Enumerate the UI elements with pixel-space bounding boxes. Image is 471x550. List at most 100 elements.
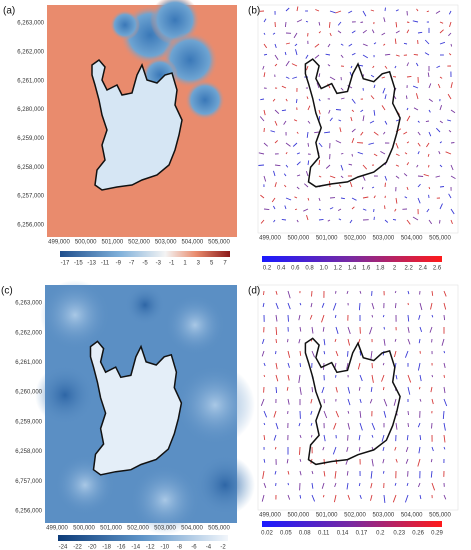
vector-arrow — [380, 151, 386, 155]
vector-arrow — [431, 290, 434, 296]
vector-arrow — [362, 196, 369, 199]
vector-arrow — [358, 64, 364, 67]
vector-arrow — [285, 164, 289, 168]
vector-arrow — [441, 338, 445, 346]
vector-arrow — [370, 482, 373, 489]
colorbar-tick-label: -14 — [131, 545, 140, 550]
colorbar-tick-label: -9 — [116, 261, 122, 267]
vector-arrow — [335, 326, 339, 335]
vector-arrow — [395, 9, 399, 12]
vector-arrow — [404, 152, 408, 155]
vector-arrow — [394, 65, 397, 69]
x-tick-label: 504,000 — [401, 513, 423, 519]
vector-arrow — [263, 434, 266, 441]
vector-arrow — [314, 131, 320, 134]
vector-arrow — [448, 130, 452, 133]
vector-arrow — [287, 350, 291, 358]
vector-arrow — [370, 9, 375, 12]
vector-arrow — [407, 314, 410, 322]
vector-arrow — [357, 151, 364, 155]
colorbar-tick-label: 0.4 — [277, 266, 286, 272]
vector-arrow — [447, 119, 452, 122]
colorbar-tick-label: -4 — [206, 545, 212, 550]
vector-arrow — [358, 386, 361, 391]
vector-arrow — [362, 10, 367, 17]
vector-arrow — [273, 170, 276, 177]
vector-arrow — [287, 314, 289, 322]
vector-arrow — [373, 131, 379, 136]
vector-arrow — [271, 197, 276, 203]
vector-arrow — [311, 386, 314, 393]
vector-arrow — [285, 142, 291, 147]
vector-arrow — [442, 410, 445, 420]
vector-arrow — [360, 109, 364, 113]
vector-arrow — [329, 175, 336, 179]
vector-arrow — [298, 422, 301, 427]
vector-arrow — [260, 398, 265, 406]
vector-arrow — [393, 398, 397, 406]
vector-arrow — [382, 87, 386, 94]
vector-arrow — [417, 422, 421, 428]
vector-arrow — [295, 49, 298, 56]
vector-arrow — [431, 374, 434, 378]
vector-arrow — [351, 52, 356, 56]
x-tick-label: 505,000 — [429, 236, 451, 242]
vector-arrow — [299, 386, 302, 395]
vector-arrow — [351, 30, 356, 34]
panel: (c)6,263,000 6,262,000 6,261,000 6,260,000 6… — [1, 280, 255, 550]
vector-arrow — [273, 219, 276, 223]
colorbar-tick-label: -6 — [191, 545, 197, 550]
x-tick-label: 504,000 — [181, 526, 203, 532]
vector-arrow — [450, 208, 455, 215]
colorbar-tick-label: -24 — [59, 545, 68, 550]
vector-arrow — [292, 76, 298, 79]
vector-arrow — [321, 482, 325, 489]
vector-arrow — [368, 142, 375, 145]
vector-arrow — [305, 54, 309, 59]
vector-arrow — [412, 85, 419, 89]
vector-arrow — [448, 53, 452, 56]
colorbar-tick-label: 2.6 — [433, 266, 442, 272]
vector-arrow — [417, 175, 424, 177]
colorbar-tick-label: 1 — [183, 261, 187, 267]
vector-arrow — [426, 208, 430, 213]
vector-arrow — [310, 422, 313, 426]
vector-arrow — [417, 197, 421, 204]
vector-arrow — [299, 458, 302, 462]
vector-arrow — [299, 446, 301, 455]
vector-arrow — [335, 410, 340, 418]
lake-fill — [92, 60, 182, 190]
colorbar — [262, 521, 442, 527]
vector-arrow — [435, 127, 441, 133]
vector-arrow — [294, 196, 298, 199]
vector-arrow — [362, 29, 367, 34]
x-tick-label: 502,000 — [344, 236, 366, 242]
vector-arrow — [413, 107, 419, 111]
vector-arrow — [338, 184, 342, 188]
vector-arrow — [347, 386, 351, 394]
vector-arrow — [332, 446, 337, 455]
vector-arrow — [358, 446, 361, 452]
vector-arrow — [406, 186, 409, 191]
colorbar-tick-label: -12 — [146, 545, 155, 550]
vector-arrow — [285, 7, 290, 12]
vector-arrow — [347, 85, 353, 89]
vector-arrow — [426, 142, 430, 148]
vector-arrow — [299, 350, 302, 356]
vector-arrow — [263, 18, 267, 23]
vector-arrow — [349, 181, 353, 188]
vector-arrow — [428, 109, 431, 113]
vector-arrow — [293, 119, 298, 122]
vector-arrow — [274, 140, 279, 144]
colorbar-tick-label: -11 — [101, 261, 110, 267]
vector-arrow — [275, 350, 277, 355]
vector-arrow — [339, 127, 342, 133]
vector-arrow — [281, 218, 287, 221]
vector-arrow — [428, 83, 432, 89]
vector-arrow — [360, 131, 364, 136]
vector-arrow — [417, 482, 421, 488]
vector-arrow — [418, 386, 421, 390]
vector-arrow — [348, 163, 353, 166]
vector-arrow — [372, 65, 375, 69]
